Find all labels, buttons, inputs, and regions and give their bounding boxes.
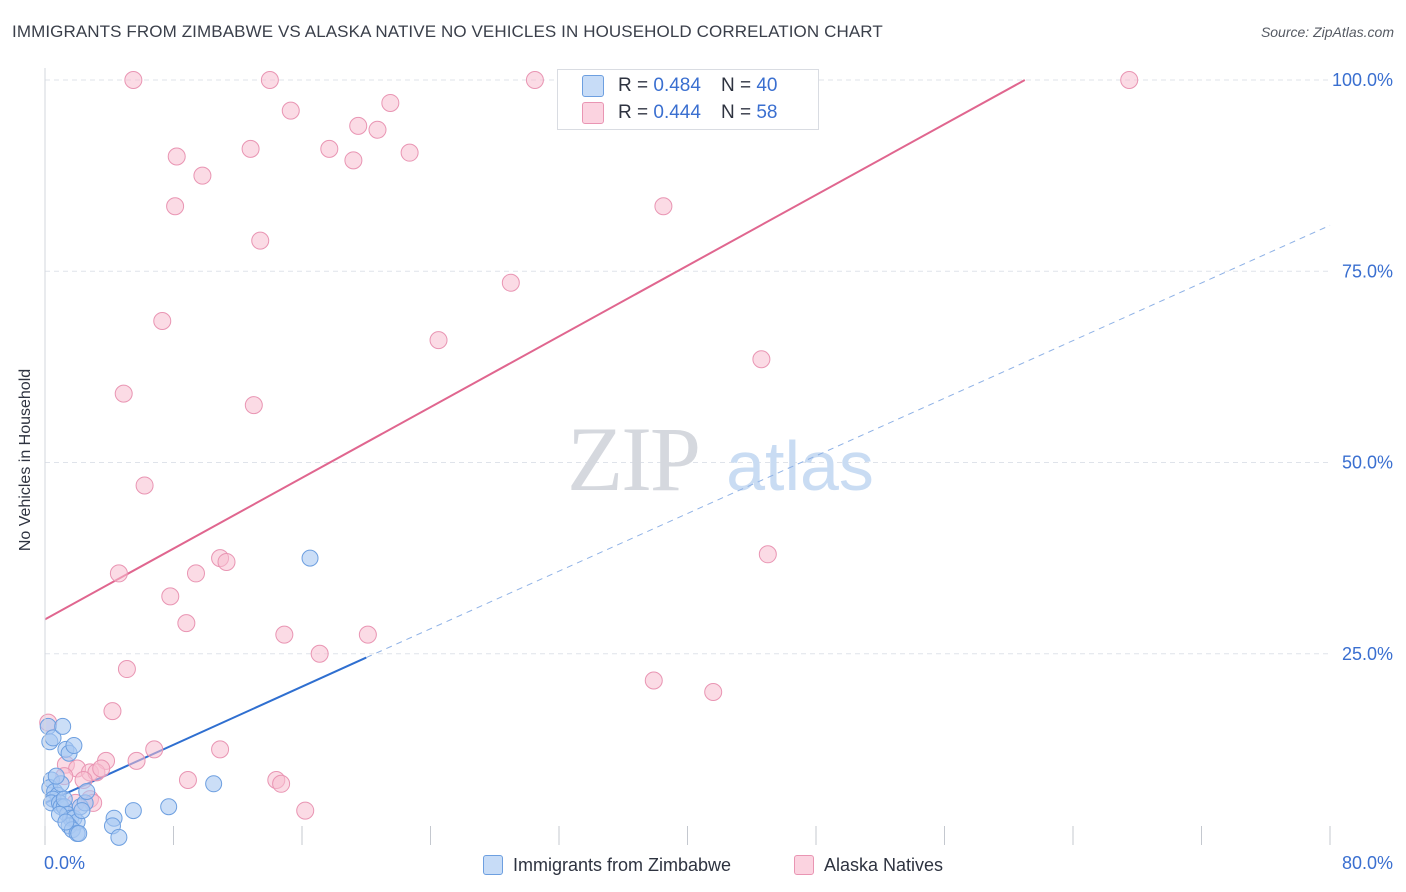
data-point-alaska-natives [644,671,663,690]
legend-swatch-pink [582,102,604,124]
chart-title: IMMIGRANTS FROM ZIMBABWE VS ALASKA NATIV… [12,22,883,41]
legend-r-label: R = [618,102,649,123]
legend-r-value: 0.484 [653,75,701,96]
data-point-zimbabwe [110,828,128,846]
data-point-alaska-natives [178,770,197,789]
x-tick-label-min: 0.0% [44,853,85,873]
legend-swatch-zimbabwe [483,855,503,875]
data-point-alaska-natives [758,545,777,564]
stats-legend-row-blue: R = 0.484 N = 40 [582,73,778,99]
legend-n-value: 58 [756,102,778,123]
data-point-zimbabwe [57,813,75,831]
data-point-alaska-natives [429,331,448,350]
data-point-zimbabwe [160,798,178,816]
series-zimbabwe-points [39,549,319,846]
data-point-zimbabwe [65,737,83,755]
data-point-alaska-natives [275,625,294,644]
data-point-alaska-natives [296,801,315,820]
legend-r-label: R = [618,75,649,96]
data-point-zimbabwe [55,790,73,808]
data-point-alaska-natives [654,197,673,216]
data-point-alaska-natives [281,101,300,120]
y-tick-label: 100.0% [1332,70,1393,90]
data-point-alaska-natives [752,350,771,369]
data-point-alaska-natives [135,476,154,495]
legend-item-zimbabwe[interactable]: Immigrants from Zimbabwe [483,852,731,878]
legend-r-value: 0.444 [653,102,701,123]
data-point-alaska-natives [358,625,377,644]
data-point-zimbabwe [47,767,65,785]
watermark-atlas: atlas [726,427,874,505]
data-point-alaska-natives [260,71,279,89]
data-point-alaska-natives [127,751,146,770]
data-point-zimbabwe [70,825,88,843]
data-point-alaska-natives [186,564,205,583]
legend-n-label: N = [720,75,752,96]
data-point-alaska-natives [244,396,263,415]
legend-n-value: 40 [756,75,778,96]
y-tick-label: 75.0% [1342,261,1393,281]
data-point-alaska-natives [109,564,128,583]
data-point-alaska-natives [103,702,122,721]
data-point-alaska-natives [153,311,172,330]
watermark: ZIP atlas [567,408,874,510]
data-point-alaska-natives [400,143,419,162]
legend-n-label: N = [720,102,752,123]
data-point-alaska-natives [114,384,133,403]
y-tick-label: 25.0% [1342,644,1393,664]
data-point-alaska-natives [251,231,270,250]
data-point-alaska-natives [193,166,212,185]
x-tick-label-max: 80.0% [1342,853,1393,873]
data-point-alaska-natives [344,151,363,170]
watermark-zip: ZIP [567,408,699,510]
data-point-zimbabwe [73,802,91,820]
y-tick-label: 50.0% [1342,453,1393,473]
axes-layer: 25.0% 50.0% 75.0% 100.0% 0.0% 80.0% [44,68,1393,873]
data-point-alaska-natives [501,273,520,292]
data-point-alaska-natives [272,774,291,793]
legend-label-zimbabwe: Immigrants from Zimbabwe [513,854,732,875]
data-point-alaska-natives [161,587,180,606]
grid-layer [45,79,1330,655]
data-point-alaska-natives [117,660,136,679]
data-point-zimbabwe [78,782,96,800]
legend-label-alaska-natives: Alaska Natives [824,854,944,875]
series-legend: Immigrants from Zimbabwe Alaska Natives [0,852,1406,878]
data-point-alaska-natives [211,740,230,759]
stats-legend-row-pink: R = 0.444 N = 58 [582,100,778,126]
legend-swatch-blue [582,75,604,97]
data-point-alaska-natives [166,197,185,216]
trend-line-alaska-natives [44,79,1026,621]
data-point-alaska-natives [92,759,111,778]
data-point-zimbabwe [301,549,319,567]
data-point-alaska-natives [320,139,339,158]
data-point-alaska-natives [124,71,143,89]
legend-swatch-alaska-natives [794,855,814,875]
trend-line-zimbabwe-extension [366,224,1331,659]
legend-item-alaska-natives[interactable]: Alaska Natives [794,852,943,878]
data-point-alaska-natives [177,614,196,633]
data-point-alaska-natives [368,120,387,139]
data-point-zimbabwe [54,717,72,735]
data-point-alaska-natives [349,116,368,135]
data-point-alaska-natives [217,552,236,571]
data-point-alaska-natives [241,139,260,158]
data-point-alaska-natives [310,644,329,663]
data-point-alaska-natives [1120,71,1139,89]
source-credit: Source: ZipAtlas.com [1260,24,1394,40]
data-point-alaska-natives [525,71,544,89]
data-point-alaska-natives [167,147,186,166]
stats-legend: R = 0.484 N = 40 R = 0.444 N = 58 [557,69,819,130]
data-point-zimbabwe [124,802,142,820]
data-point-alaska-natives [704,683,723,701]
data-point-zimbabwe [205,775,223,793]
data-point-alaska-natives [145,740,164,759]
data-point-alaska-natives [381,93,400,112]
